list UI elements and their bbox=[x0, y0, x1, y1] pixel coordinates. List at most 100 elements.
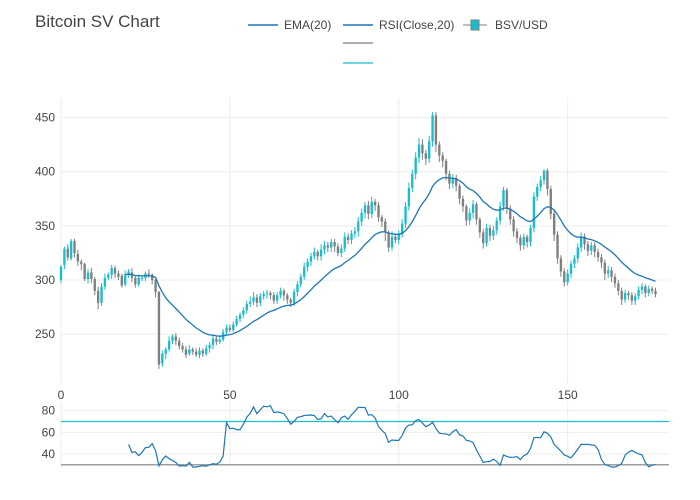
candle-body bbox=[576, 247, 579, 259]
x-tick-label: 50 bbox=[223, 388, 237, 402]
candle-body bbox=[201, 350, 205, 354]
candle-body bbox=[566, 273, 569, 283]
candle-body bbox=[603, 262, 607, 274]
candle-body bbox=[292, 291, 296, 303]
rsi-y-tick-label: 80 bbox=[42, 404, 56, 418]
candle-body bbox=[397, 234, 400, 240]
candle-body bbox=[110, 268, 113, 275]
candle-body bbox=[525, 236, 529, 243]
candle-body bbox=[117, 273, 120, 277]
candle-body bbox=[387, 232, 390, 248]
candle-body bbox=[238, 314, 242, 320]
candle-body bbox=[404, 206, 407, 224]
candle-body bbox=[522, 236, 525, 246]
candle-body bbox=[157, 291, 161, 365]
candle-body bbox=[333, 242, 336, 247]
candle-body bbox=[617, 283, 620, 291]
candle-body bbox=[417, 144, 421, 158]
x-tick-label: 150 bbox=[558, 388, 578, 402]
candle-body bbox=[103, 277, 107, 287]
candle-body bbox=[248, 301, 252, 304]
candle-body bbox=[650, 288, 654, 291]
candle-body bbox=[607, 270, 610, 274]
legend-item-bsv[interactable]: BSV/USD bbox=[459, 18, 548, 32]
axes: 250 300 350 400 450 0 50 100 150 40 60 80 bbox=[35, 111, 578, 461]
candle-body bbox=[542, 170, 546, 181]
legend-label-rsi: RSI(Close,20) bbox=[379, 18, 455, 32]
candle-body bbox=[647, 288, 650, 294]
candle-body bbox=[390, 236, 394, 248]
candle-body bbox=[228, 327, 232, 330]
candle-body bbox=[559, 258, 563, 272]
candle-body bbox=[461, 198, 465, 207]
candle-body bbox=[306, 261, 309, 268]
candle-body bbox=[184, 349, 188, 355]
candle-body bbox=[377, 205, 380, 218]
candle-body bbox=[627, 293, 630, 296]
candle-body bbox=[610, 270, 613, 277]
candle-body bbox=[76, 254, 80, 262]
band-high-swatch bbox=[343, 62, 373, 64]
y-tick-label: 400 bbox=[35, 165, 55, 179]
candle-body bbox=[515, 231, 519, 238]
candle-body bbox=[211, 338, 215, 346]
candle-body bbox=[147, 273, 151, 275]
candle-body bbox=[323, 245, 326, 250]
candles bbox=[59, 112, 657, 369]
candle-body bbox=[86, 272, 90, 279]
candle-body bbox=[123, 274, 127, 285]
candle-body bbox=[536, 186, 539, 197]
candle-body bbox=[66, 248, 69, 258]
candle-body bbox=[519, 237, 522, 246]
candle-body bbox=[552, 213, 556, 235]
candle-body bbox=[532, 196, 536, 229]
candle-body bbox=[363, 205, 367, 213]
candle-body bbox=[600, 257, 603, 263]
candle-body bbox=[343, 236, 346, 249]
candle-body bbox=[100, 286, 103, 303]
legend-item-ema[interactable]: EMA(20) bbox=[248, 18, 331, 32]
candle-body bbox=[424, 153, 427, 159]
candle-body bbox=[563, 271, 566, 283]
candle-body bbox=[255, 297, 259, 303]
candle-body bbox=[596, 251, 600, 258]
candle-body bbox=[188, 349, 191, 354]
candle-body bbox=[512, 219, 515, 232]
candle-body bbox=[235, 319, 238, 325]
candle-body bbox=[218, 339, 221, 342]
candle-body bbox=[198, 350, 201, 355]
candle-body bbox=[326, 245, 330, 248]
candle-body bbox=[164, 349, 167, 354]
candle-body bbox=[465, 206, 468, 221]
x-tick-label: 100 bbox=[389, 388, 409, 402]
candle-body bbox=[275, 295, 279, 301]
candle-body bbox=[194, 351, 198, 355]
candle-body bbox=[444, 160, 448, 174]
legend-item-band-high[interactable] bbox=[343, 58, 379, 68]
candle-body bbox=[93, 278, 96, 291]
candle-body bbox=[502, 190, 505, 207]
legend-item-band-low[interactable] bbox=[343, 38, 379, 48]
candle-body bbox=[140, 277, 144, 279]
candle-body bbox=[485, 228, 488, 244]
y-tick-label: 350 bbox=[35, 219, 55, 233]
rsi-panel bbox=[61, 404, 669, 468]
candle-body bbox=[127, 271, 130, 275]
candle-body bbox=[637, 289, 640, 297]
candle-body bbox=[593, 245, 596, 252]
legend-item-rsi[interactable]: RSI(Close,20) bbox=[343, 18, 454, 32]
candle-body bbox=[90, 272, 93, 279]
candle-body bbox=[400, 223, 404, 235]
candle-body bbox=[59, 267, 63, 281]
candle-body bbox=[346, 236, 350, 240]
candle-body bbox=[509, 208, 512, 220]
candle-body bbox=[330, 242, 333, 248]
candle-body bbox=[468, 212, 471, 221]
x-tick-label: 0 bbox=[58, 388, 65, 402]
candle-body bbox=[380, 217, 384, 222]
candle-body bbox=[634, 296, 637, 301]
candle-body bbox=[309, 256, 313, 262]
candle-body bbox=[411, 173, 414, 188]
candle-body bbox=[539, 180, 542, 187]
